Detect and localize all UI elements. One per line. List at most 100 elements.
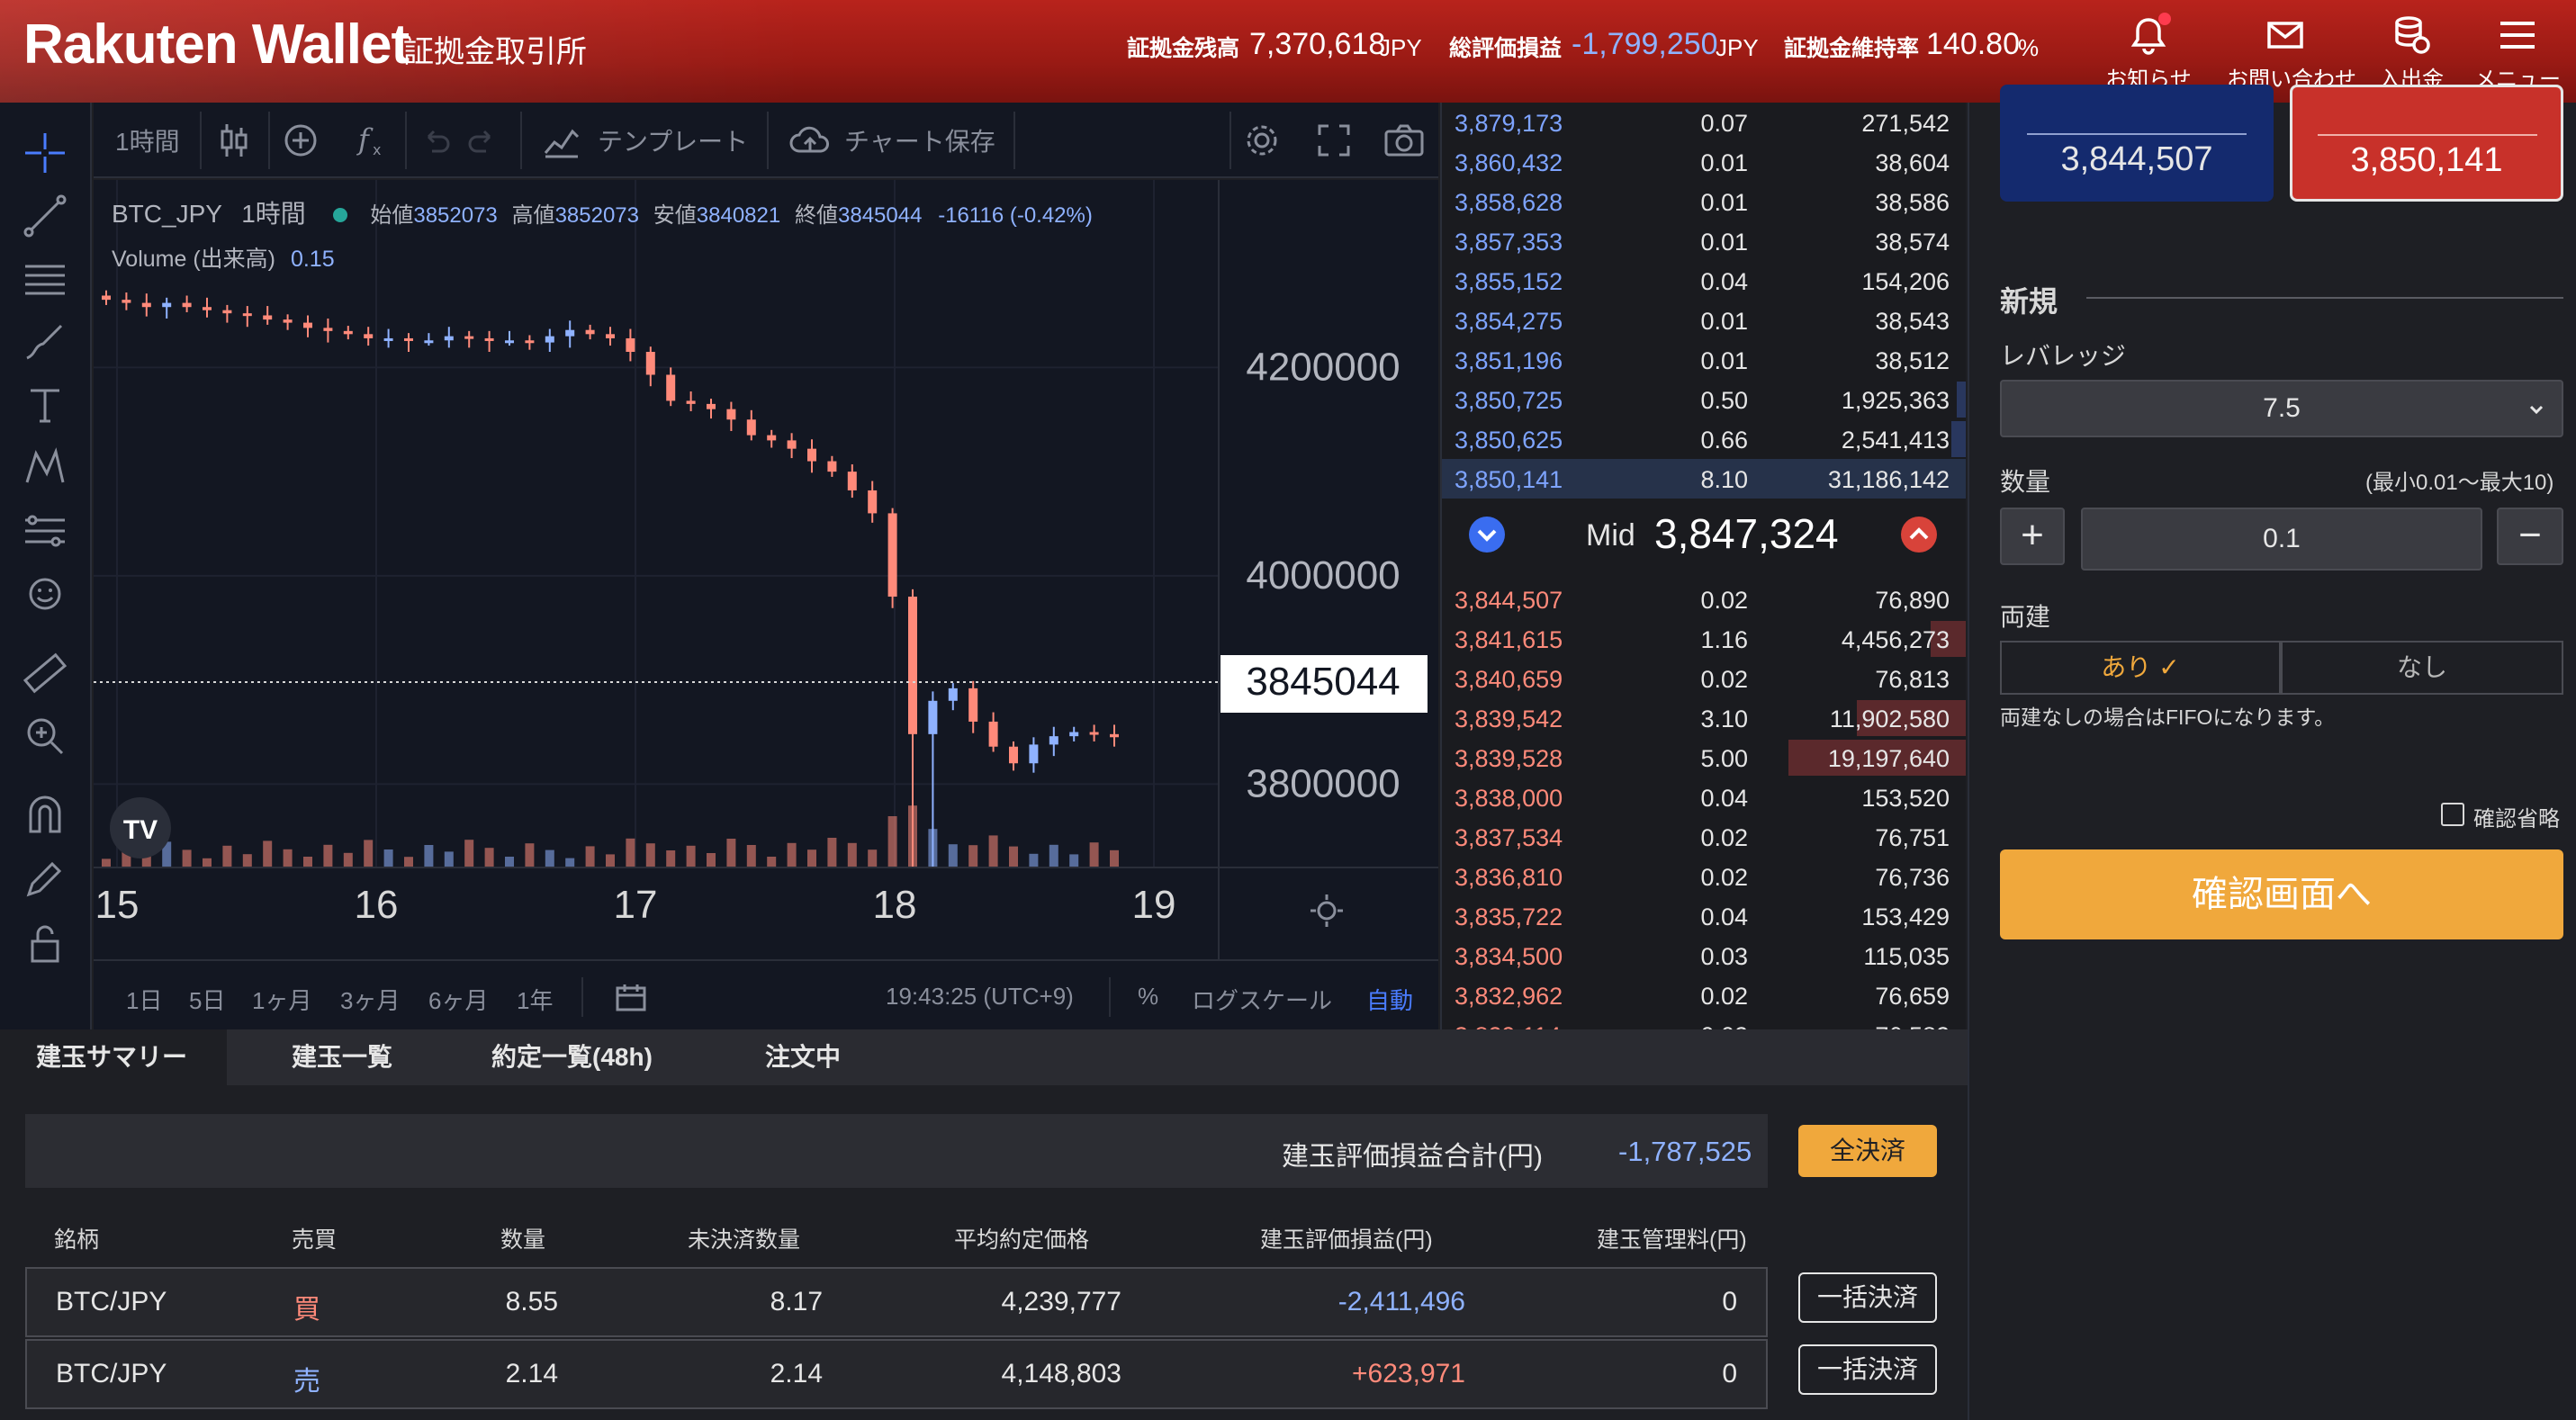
add-indicator-icon[interactable]: [281, 121, 320, 160]
bid-row[interactable]: 3,839,528 5.00 19,197,640: [1442, 738, 1966, 777]
bid-row[interactable]: 3,838,000 0.04 153,520: [1442, 777, 1966, 817]
hedge-no-option[interactable]: なし: [2281, 641, 2563, 695]
zoom-in-icon[interactable]: [20, 711, 70, 761]
bulk-close-button[interactable]: 一括決済: [1798, 1344, 1937, 1395]
range-5d[interactable]: 5日: [189, 987, 226, 1014]
fullscreen-icon[interactable]: [1314, 121, 1354, 160]
brand-logo[interactable]: Rakuten Wallet: [23, 13, 410, 76]
tab-position-list[interactable]: 建玉一覧: [292, 1043, 393, 1071]
buy-button[interactable]: 3,850,141: [2290, 85, 2563, 202]
emoji-icon[interactable]: [20, 569, 70, 619]
sun-icon[interactable]: [1311, 894, 1343, 927]
ruler-icon[interactable]: [20, 648, 70, 698]
pattern-icon[interactable]: [20, 443, 70, 493]
candle-body: [827, 461, 837, 472]
ask-row[interactable]: 3,854,275 0.01 38,543: [1442, 301, 1966, 340]
legend-interval: 1時間: [241, 200, 306, 228]
bid-row[interactable]: 3,844,507 0.02 76,890: [1442, 580, 1966, 619]
scroll-down-icon[interactable]: [1467, 515, 1507, 554]
bid-row[interactable]: 3,837,534 0.02 76,751: [1442, 817, 1966, 857]
settings-gear-icon[interactable]: [1242, 121, 1282, 160]
horizontal-lines-icon[interactable]: [20, 254, 70, 304]
book-total: 153,520: [1861, 785, 1950, 812]
nav-notifications[interactable]: お知らせ: [2105, 14, 2192, 93]
bid-row[interactable]: 3,829,114 0.02 76,582: [1442, 1015, 1966, 1029]
hedge-yes-option[interactable]: あり ✓: [2000, 641, 2281, 695]
chevron-down-icon: [2529, 405, 2544, 414]
close-all-button[interactable]: 全決済: [1798, 1125, 1937, 1177]
crosshair-icon[interactable]: [20, 128, 70, 178]
bid-row[interactable]: 3,839,542 3.10 11,902,580: [1442, 698, 1966, 738]
ask-row[interactable]: 3,860,432 0.01 38,604: [1442, 142, 1966, 182]
ask-row[interactable]: 3,850,141 8.10 31,186,142: [1442, 459, 1966, 499]
nav-contact[interactable]: お問い合わせ: [2227, 14, 2356, 93]
text-tool-icon[interactable]: [20, 380, 70, 430]
range-6m[interactable]: 6ヶ月: [428, 987, 489, 1014]
bid-row[interactable]: 3,836,810 0.02 76,736: [1442, 857, 1966, 896]
range-1y[interactable]: 1年: [517, 987, 554, 1014]
candle-body: [787, 440, 797, 449]
tab-executions[interactable]: 約定一覧(48h): [491, 1043, 653, 1071]
candle-type-icon[interactable]: [216, 121, 252, 160]
unlock-icon[interactable]: [20, 918, 70, 968]
trendline-icon[interactable]: [20, 191, 70, 241]
bid-row[interactable]: 3,834,500 0.03 115,035: [1442, 936, 1966, 975]
pencil-lock-icon[interactable]: [20, 855, 70, 905]
undo-icon[interactable]: [419, 124, 452, 157]
ask-row[interactable]: 3,855,152 0.04 154,206: [1442, 261, 1966, 301]
bid-row[interactable]: 3,840,659 0.02 76,813: [1442, 659, 1966, 698]
quantity-decrement-button[interactable]: −: [2497, 508, 2563, 565]
ask-row[interactable]: 3,858,628 0.01 38,586: [1442, 182, 1966, 221]
redo-icon[interactable]: [466, 124, 499, 157]
template-button[interactable]: テンプレート: [598, 128, 749, 156]
bulk-close-button[interactable]: 一括決済: [1798, 1272, 1937, 1323]
volume-bar: [323, 844, 333, 867]
table-row[interactable]: BTC/JPY 買 8.55 8.17 4,239,777 -2,411,496…: [25, 1267, 1768, 1337]
range-3m[interactable]: 3ヶ月: [340, 987, 401, 1014]
bid-row[interactable]: 3,841,615 1.16 4,456,273: [1442, 619, 1966, 659]
range-1d[interactable]: 1日: [126, 987, 163, 1014]
ask-row[interactable]: 3,879,173 0.07 271,542: [1442, 103, 1966, 142]
ask-row[interactable]: 3,850,625 0.66 2,541,413: [1442, 419, 1966, 459]
tab-position-summary[interactable]: 建玉サマリー: [0, 1029, 227, 1085]
ask-row[interactable]: 3,857,353 0.01 38,574: [1442, 221, 1966, 261]
date-range-icon[interactable]: [614, 983, 650, 1013]
quantity-increment-button[interactable]: +: [2000, 508, 2065, 565]
skip-confirm-checkbox[interactable]: [2441, 803, 2464, 826]
nav-deposit[interactable]: 入出金: [2371, 14, 2452, 93]
book-size: 0.01: [1700, 308, 1748, 335]
fib-icon[interactable]: [20, 506, 70, 556]
template-icon: [544, 129, 580, 158]
auto-scale-toggle[interactable]: 自動: [1366, 987, 1414, 1014]
interval-select[interactable]: 1時間: [115, 128, 180, 156]
ask-row[interactable]: 3,851,196 0.01 38,512: [1442, 340, 1966, 380]
total-pnl-amount: -1,787,525: [1618, 1136, 1752, 1167]
log-scale-toggle[interactable]: ログスケール: [1192, 987, 1333, 1014]
legend-open: 3852073: [413, 203, 498, 228]
sell-button[interactable]: 3,844,507: [2000, 85, 2274, 202]
price-chart[interactable]: 4200000 4000000 3800000 15 16 17 18 19 3845044…: [94, 180, 1438, 1017]
camera-icon[interactable]: [1383, 122, 1426, 158]
percent-toggle[interactable]: %: [1138, 983, 1159, 1010]
book-size: 0.01: [1700, 189, 1748, 216]
range-1m[interactable]: 1ヶ月: [252, 987, 312, 1014]
confirm-order-button[interactable]: 確認画面へ: [2000, 849, 2563, 939]
bid-row[interactable]: 3,832,962 0.02 76,659: [1442, 975, 1966, 1015]
candlestick-chart[interactable]: 4200000 4000000 3800000 15 16 17 18 19 3845044…: [94, 180, 1438, 959]
scroll-up-icon[interactable]: [1899, 515, 1939, 554]
legend-open-label: 始値: [370, 203, 414, 228]
ask-row[interactable]: 3,850,725 0.50 1,925,363: [1442, 380, 1966, 419]
quantity-input[interactable]: 0.1: [2081, 508, 2482, 571]
hedge-label: 両建: [2000, 603, 2051, 631]
save-chart-button[interactable]: チャート保存: [844, 128, 995, 156]
table-row[interactable]: BTC/JPY 売 2.14 2.14 4,148,803 +623,971 0: [25, 1339, 1768, 1409]
margin-balance-label: 証拠金残高: [1127, 36, 1240, 61]
tradingview-logo[interactable]: [110, 797, 171, 858]
tab-open-orders[interactable]: 注文中: [765, 1043, 842, 1071]
leverage-select[interactable]: 7.5: [2000, 380, 2563, 437]
nav-menu[interactable]: メニュー: [2474, 14, 2561, 93]
magnet-icon[interactable]: [20, 790, 70, 840]
bid-row[interactable]: 3,835,722 0.04 153,429: [1442, 896, 1966, 936]
brush-icon[interactable]: [20, 317, 70, 367]
